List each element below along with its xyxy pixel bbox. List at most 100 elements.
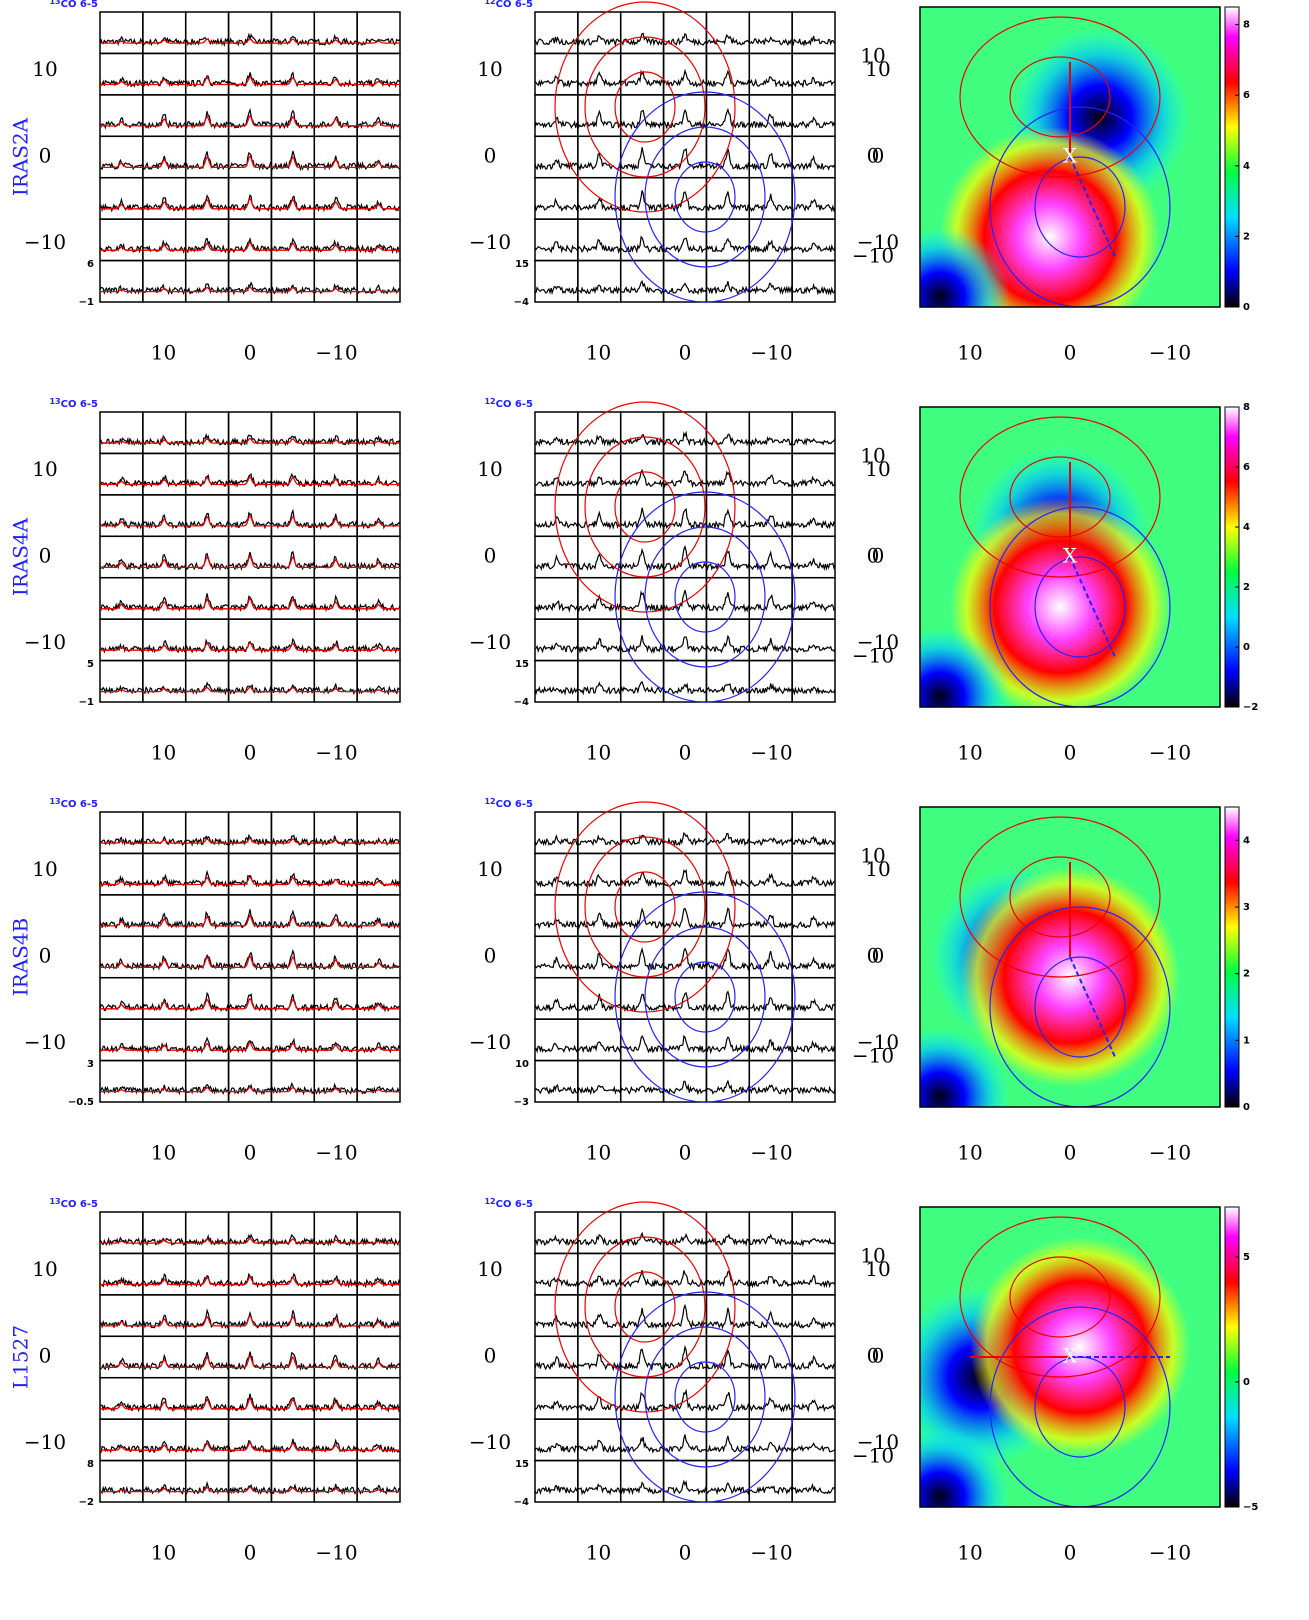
spectrum: [705, 508, 750, 530]
spectrum-cell: [99, 94, 144, 138]
spectrum-fit: [100, 440, 143, 444]
spectrum-cell: [791, 1459, 836, 1503]
spectrum-cell: [577, 1418, 622, 1462]
spectrum: [534, 1485, 579, 1495]
contour: [614, 871, 676, 943]
y-tick-label: 10: [860, 44, 885, 68]
spectrum: [534, 834, 579, 847]
spectrum: [314, 196, 358, 213]
spectrum: [99, 957, 144, 970]
spectrum: [577, 1439, 622, 1454]
spectrum: [228, 951, 272, 971]
spectrum-cell: [619, 1252, 665, 1296]
spectrum: [228, 151, 272, 171]
spectrum-fit: [142, 201, 186, 210]
spectrum-cell: [99, 618, 144, 662]
spectrum-fit: [314, 439, 358, 444]
spectrum-fit: [357, 1046, 400, 1051]
spectrum: [791, 1317, 836, 1330]
spectrum: [270, 550, 315, 571]
spectrum-cell: [748, 135, 793, 179]
spectrum: [534, 1234, 579, 1247]
contour: [1009, 56, 1111, 138]
spectrum: [620, 547, 665, 572]
spectrum-fit: [185, 876, 229, 886]
spectrum: [663, 108, 707, 130]
spectrum: [185, 75, 230, 88]
spectrum: [356, 78, 401, 89]
spectrum: [663, 544, 707, 571]
spectrum-fit: [142, 1044, 186, 1051]
isotope: 13: [49, 1197, 60, 1206]
scale-max: 10: [515, 1059, 529, 1070]
spectrum: [228, 551, 272, 571]
spectrum-cell: [791, 976, 836, 1020]
spectrum: [314, 76, 358, 88]
spectrum: [791, 1399, 836, 1413]
spectrum: [356, 877, 401, 888]
spectrum: [663, 68, 707, 88]
spectrum-cell: [705, 576, 751, 620]
spectrum-fit: [100, 246, 143, 251]
spectrum: [271, 71, 315, 88]
spectrum-cell: [748, 52, 793, 96]
spectrum-cell: [142, 259, 187, 303]
spectrum: [534, 516, 579, 529]
spectrum: [228, 1310, 272, 1329]
spectrum: [313, 1483, 358, 1496]
scale-min: −2: [79, 1497, 94, 1508]
spectrum: [534, 197, 579, 212]
y-tick-label: 10: [32, 57, 57, 81]
spectrum-cell: [662, 976, 708, 1020]
spectrum-fit: [100, 603, 143, 610]
spectrum: [791, 1237, 836, 1247]
x-tick-label: 0: [1064, 741, 1077, 765]
spectrum-cell: [791, 811, 836, 855]
spectrum-cell: [313, 1018, 358, 1062]
spectrum-cell: [99, 535, 144, 579]
spectrum-cell: [142, 618, 187, 662]
spectrum-cell: [748, 1211, 793, 1255]
spectrum-cell: [356, 1335, 401, 1379]
spectrum: [748, 1233, 793, 1247]
spectrum: [749, 682, 793, 695]
spectrum-fit: [357, 1403, 400, 1410]
spectrum: [534, 685, 579, 696]
spectrum-fit: [271, 515, 315, 527]
spectrum-fit: [271, 76, 315, 86]
spectrum-fit: [228, 437, 272, 444]
spectrum-fit: [271, 38, 315, 44]
spectrum: [228, 107, 272, 129]
spectrum-cell: [705, 411, 751, 455]
spectrum-cell: [142, 411, 187, 455]
colorbar-label: 6: [1243, 462, 1250, 473]
contour: [959, 16, 1161, 178]
spectrum: [705, 1079, 750, 1095]
spectrum-cell: [313, 52, 358, 96]
spectrum: [577, 834, 622, 846]
spectrum-fit: [357, 121, 400, 127]
spectrum-cell: [313, 1294, 358, 1338]
spectrum-fit: [100, 1240, 143, 1244]
spectrum-fit: [100, 840, 143, 844]
spectrum: [534, 917, 579, 930]
spectrum-cell: [99, 135, 144, 179]
spectrum-cell: [662, 576, 708, 620]
spectrum: [791, 915, 836, 930]
contour: [1009, 456, 1111, 538]
spectrum: [706, 1392, 750, 1413]
spectrum: [577, 71, 622, 88]
spectrum: [620, 1035, 665, 1054]
x-tick-label: 0: [244, 741, 257, 765]
colorbar-label: 2: [1243, 969, 1250, 980]
contour: [614, 1291, 796, 1503]
spectrum-cell: [184, 411, 230, 455]
spectrum-cell: [619, 811, 665, 855]
contour: [1034, 956, 1126, 1058]
spectrum-cell: [142, 976, 187, 1020]
spectrum: [620, 109, 665, 130]
spectrum: [620, 1436, 665, 1454]
scale-max: 15: [515, 259, 529, 270]
x-tick-label: 10: [151, 1541, 176, 1565]
spectrum: [228, 909, 272, 929]
